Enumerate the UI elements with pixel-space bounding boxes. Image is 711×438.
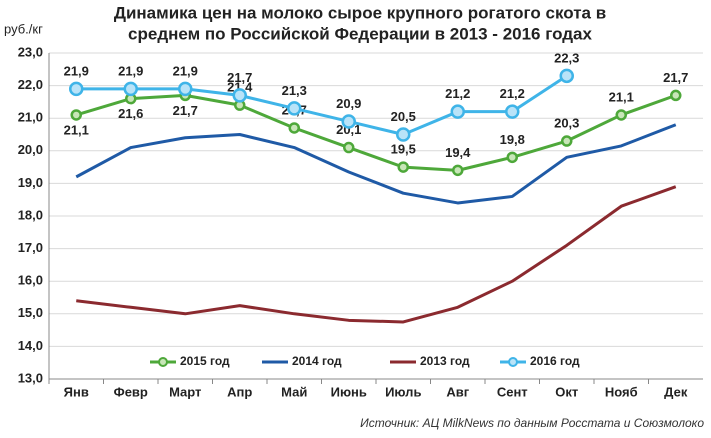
data-label: 19,8	[500, 132, 525, 147]
legend-label: 2014 год	[292, 354, 342, 368]
data-label: 21,4	[227, 80, 253, 95]
data-label: 21,9	[173, 63, 198, 78]
point	[561, 135, 573, 147]
point	[615, 109, 627, 121]
y-tick-label: 23,0	[18, 44, 43, 59]
data-label: 20,3	[554, 115, 579, 130]
series-line	[75, 123, 677, 205]
chart-title: среднем по Российской Федерации в 2013 -…	[128, 24, 592, 43]
data-label: 21,7	[663, 70, 688, 85]
x-tick-label: Июнь	[331, 384, 367, 399]
legend-marker	[158, 357, 168, 367]
x-tick-label: Дек	[664, 384, 688, 399]
y-tick-label: 17,0	[18, 240, 43, 255]
point	[397, 161, 409, 173]
y-tick-label: 16,0	[18, 273, 43, 288]
x-tick-label: Июль	[385, 384, 421, 399]
y-tick-label: 13,0	[18, 370, 43, 385]
point	[343, 141, 355, 154]
data-label: 21,2	[445, 86, 470, 101]
data-label: 22,3	[554, 50, 579, 65]
point	[123, 81, 138, 97]
data-label: 21,7	[173, 103, 198, 118]
x-tick-label: Апр	[227, 384, 252, 399]
data-label: 19,5	[391, 142, 416, 157]
y-tick-label: 14,0	[18, 338, 43, 353]
point	[288, 122, 300, 134]
y-tick-label: 18,0	[18, 207, 43, 222]
data-label: 21,3	[282, 83, 307, 98]
point	[69, 81, 84, 97]
point	[670, 89, 682, 102]
y-axis-label: руб./кг	[4, 21, 43, 36]
point	[396, 127, 411, 142]
legend-label: 2013 год	[420, 354, 470, 368]
series-line	[76, 74, 568, 136]
series-line	[76, 185, 677, 324]
data-label: 20,1	[336, 122, 361, 137]
y-tick-label: 19,0	[18, 175, 43, 190]
x-tick-label: Февр	[114, 384, 148, 399]
data-label: 21,7	[227, 70, 252, 85]
data-label: 21,2	[500, 86, 525, 101]
point	[287, 101, 302, 116]
x-tick-label: Март	[169, 384, 201, 399]
legend-label: 2015 год	[180, 354, 230, 368]
data-label: 19,4	[445, 145, 471, 160]
data-label: 21,9	[118, 63, 143, 78]
point	[506, 151, 518, 164]
series-line	[75, 93, 677, 172]
source-note: Источник: АЦ MilkNews по данным Росстата…	[360, 416, 704, 430]
x-tick-label: Нояб	[605, 384, 638, 399]
data-label: 20,5	[391, 109, 416, 124]
data-label: 21,6	[118, 106, 143, 121]
point	[505, 104, 520, 119]
y-tick-label: 21,0	[18, 110, 43, 125]
point	[559, 68, 574, 84]
y-tick-label: 22,0	[18, 77, 43, 92]
point	[341, 114, 356, 129]
point	[450, 104, 465, 119]
data-label: 21,1	[609, 89, 634, 104]
legend-label: 2016 год	[530, 354, 580, 368]
point	[70, 109, 82, 121]
point	[232, 88, 247, 103]
x-tick-label: Май	[281, 384, 307, 399]
chart-title: Динамика цен на молоко сырое крупного ро…	[114, 3, 606, 22]
x-tick-label: Авг	[446, 384, 469, 399]
y-tick-label: 15,0	[18, 305, 43, 320]
point	[452, 164, 464, 177]
x-tick-label: Янв	[64, 384, 89, 399]
data-label: 21,1	[64, 122, 89, 137]
x-tick-label: Сент	[497, 384, 528, 399]
y-tick-label: 20,0	[18, 142, 43, 157]
point	[178, 81, 193, 97]
data-label: 21,9	[64, 63, 89, 78]
x-tick-label: Окт	[555, 384, 578, 399]
legend-marker	[508, 357, 518, 367]
data-label: 20,9	[336, 96, 361, 111]
